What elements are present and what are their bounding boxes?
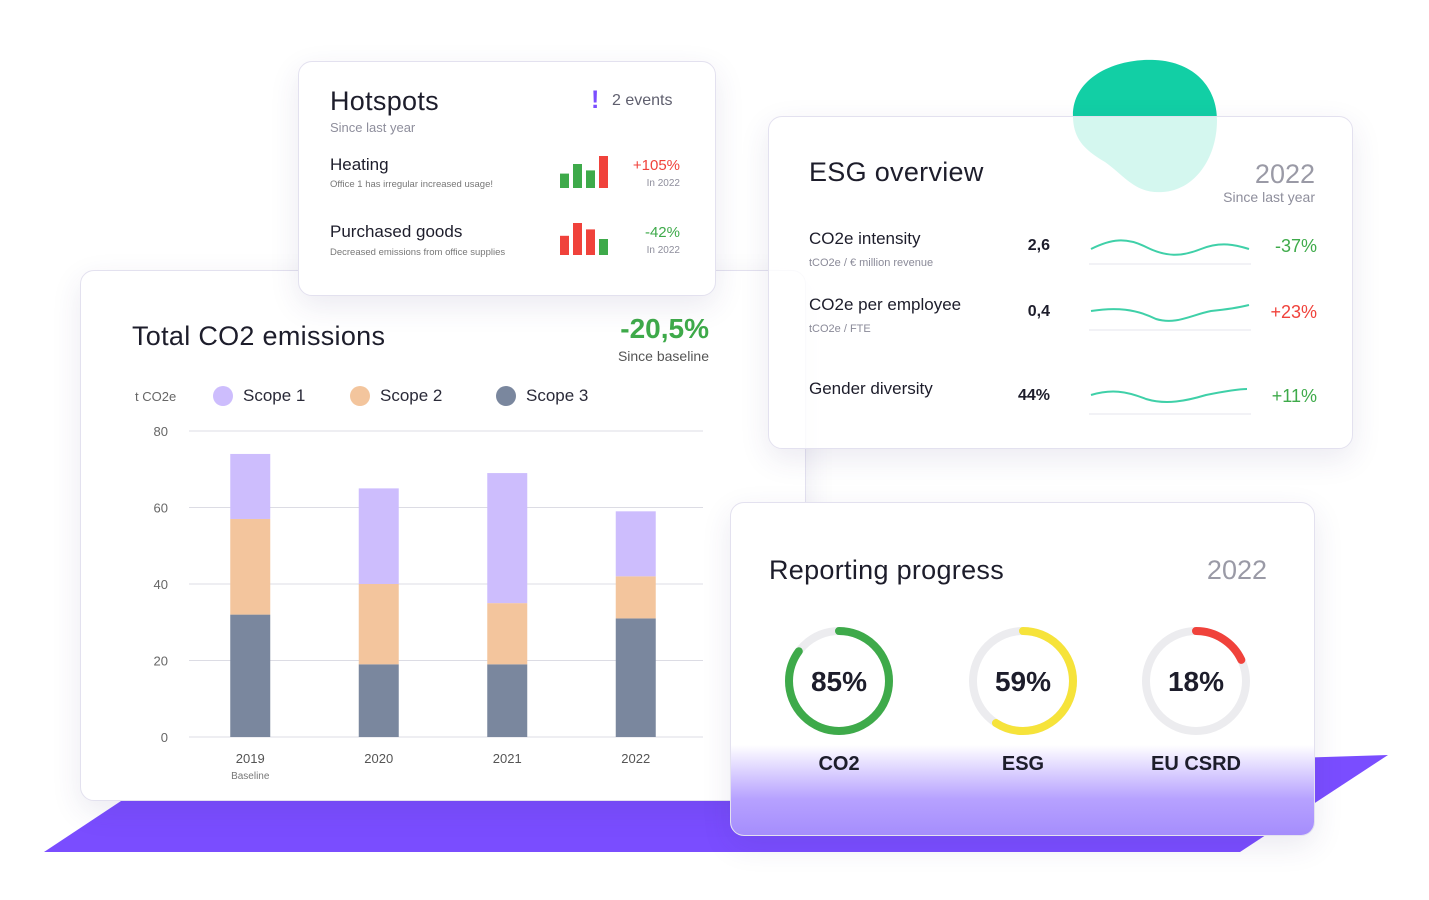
reporting-progress-card: Reporting progress 2022 85% CO2 59% ESG 18% E… <box>730 502 1315 836</box>
gauge-value: 59% <box>995 666 1051 697</box>
x-tick-label: 2022 <box>621 751 650 766</box>
bar-segment[interactable] <box>230 614 271 737</box>
hotspots-title: Hotspots <box>330 86 439 116</box>
mini-bar <box>573 164 582 188</box>
hotspot-period: In 2022 <box>646 178 680 189</box>
gauge-value: 18% <box>1168 666 1224 697</box>
report-title: Reporting progress <box>769 555 1005 585</box>
gauge-label: ESG <box>1001 753 1045 775</box>
legend-scope-3[interactable]: Scope 3 <box>496 386 588 406</box>
hotspot-period: In 2022 <box>646 245 680 256</box>
gauge-arc <box>1142 627 1250 735</box>
y-tick-label: 60 <box>154 501 168 516</box>
esg-sparkline <box>1089 304 1251 331</box>
mini-bar <box>560 235 569 255</box>
x-tick-label: 2019 <box>236 751 265 766</box>
gauge-value: 85% <box>811 666 867 697</box>
mini-bar <box>586 229 595 255</box>
bar-segment[interactable] <box>230 453 271 519</box>
esg-title: ESG overview <box>809 157 984 187</box>
report-year: 2022 <box>1206 555 1267 585</box>
legend-swatch <box>213 386 233 406</box>
bar-segment[interactable] <box>487 664 528 737</box>
y-tick-label: 0 <box>161 730 168 745</box>
hotspot-description: Decreased emissions from office supplies <box>330 247 506 258</box>
legend-label: Scope 2 <box>380 386 443 405</box>
gauge-ring: 85% <box>785 627 893 735</box>
mini-bar <box>599 156 608 188</box>
bar-segment[interactable] <box>615 576 656 619</box>
co2-emissions-card: Total CO2 emissions -20,5% Since baselin… <box>80 270 806 801</box>
esg-metric-name: CO2e intensity <box>809 229 921 248</box>
gauge-ring: 18% <box>1142 627 1250 735</box>
esg-overview-card: ESG overview 2022 Since last year CO2e i… <box>768 116 1353 449</box>
hotspot-description: Office 1 has irregular increased usage! <box>330 179 493 190</box>
legend-swatch <box>350 386 370 406</box>
esg-metric-value: 44% <box>1017 387 1050 404</box>
legend-label: Scope 1 <box>243 386 306 405</box>
hotspots-subtitle: Since last year <box>330 120 416 135</box>
gauge-label: EU CSRD <box>1150 753 1241 775</box>
bar-segment[interactable] <box>358 664 399 737</box>
x-tick-sublabel: Baseline <box>231 771 270 782</box>
esg-sparkline <box>1089 388 1251 415</box>
esg-metric-unit: tCO2e / FTE <box>809 323 871 335</box>
mini-bar <box>573 223 582 255</box>
esg-metric-change: +23% <box>1270 302 1317 322</box>
bar-segment[interactable] <box>487 473 528 604</box>
hotspot-name: Purchased goods <box>330 222 463 241</box>
mini-bar <box>599 239 608 255</box>
report-gradient-overlay <box>731 745 1314 835</box>
x-tick-label: 2021 <box>493 751 522 766</box>
bar-segment[interactable] <box>358 584 399 665</box>
gauge-label: CO2 <box>818 753 860 775</box>
sparkline-path <box>1090 304 1250 322</box>
esg-metric-change: -37% <box>1274 236 1317 256</box>
co2-change: -20,5% <box>620 313 709 344</box>
co2-stacked-bar-chart: 0 20 40 60 80 2019 Baseline 2020 2021 2022 <box>154 424 703 782</box>
mini-bar <box>586 170 595 188</box>
alert-icon: ! <box>591 86 600 114</box>
esg-metric-value: 0,4 <box>1027 303 1050 320</box>
hotspot-change: -42% <box>644 224 680 241</box>
sparkline-path <box>1090 239 1250 256</box>
bar-segment[interactable] <box>615 618 656 737</box>
hotspots-card: Hotspots Since last year ! 2 events Heat… <box>298 61 716 296</box>
legend-label: Scope 3 <box>526 386 589 405</box>
unit-label: t CO2e <box>135 389 177 404</box>
gauge-arc <box>969 627 1077 735</box>
esg-metric-name: Gender diversity <box>809 379 933 398</box>
esg-year: 2022 <box>1254 159 1315 189</box>
esg-metric-change: +11% <box>1271 386 1317 406</box>
legend-scope-1[interactable]: Scope 1 <box>213 386 305 406</box>
events-count[interactable]: 2 events <box>612 92 673 109</box>
bar-segment[interactable] <box>615 511 656 577</box>
mini-bar <box>560 173 569 188</box>
gauge-arc <box>785 627 893 735</box>
esg-note: Since last year <box>1223 189 1315 205</box>
esg-metric-unit: tCO2e / € million revenue <box>809 257 934 269</box>
bar-segment[interactable] <box>358 488 399 584</box>
gauge-ring: 59% <box>969 627 1077 735</box>
esg-metric-value: 2,6 <box>1027 237 1050 254</box>
hotspot-mini-bar-chart <box>560 223 608 255</box>
hotspot-name: Heating <box>330 155 389 174</box>
esg-metric-name: CO2e per employee <box>809 295 962 314</box>
legend-scope-2[interactable]: Scope 2 <box>350 386 442 406</box>
sparkline-path <box>1090 388 1248 403</box>
co2-title: Total CO2 emissions <box>132 321 386 351</box>
legend-swatch <box>496 386 516 406</box>
esg-sparkline <box>1089 239 1251 265</box>
y-tick-label: 40 <box>154 577 168 592</box>
co2-change-note: Since baseline <box>617 348 709 364</box>
bar-segment[interactable] <box>230 518 271 615</box>
y-tick-label: 20 <box>154 654 168 669</box>
hotspot-mini-bar-chart <box>560 156 608 188</box>
y-tick-label: 80 <box>154 424 168 439</box>
x-tick-label: 2020 <box>364 751 393 766</box>
bar-segment[interactable] <box>487 603 528 665</box>
hotspot-change: +105% <box>632 157 680 174</box>
